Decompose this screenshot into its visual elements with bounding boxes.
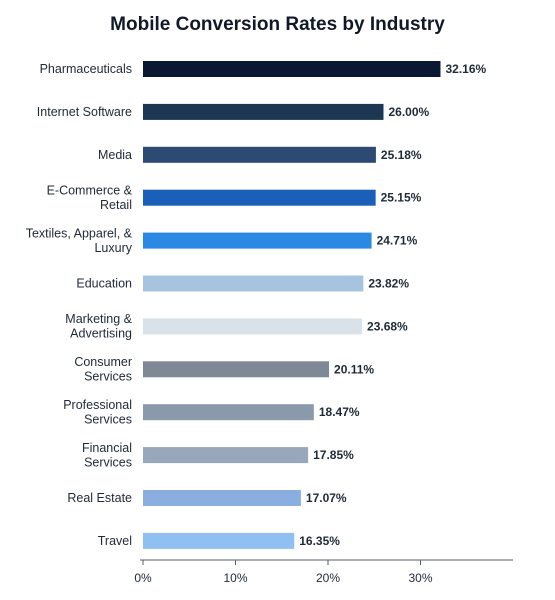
bar xyxy=(143,61,441,77)
category-label: Internet Software xyxy=(37,105,132,119)
category-label-line: Media xyxy=(98,148,132,162)
category-label: Professional Services xyxy=(63,398,132,427)
x-tick-label: 10% xyxy=(223,571,247,585)
category-label: Consumer Services xyxy=(74,355,132,384)
bar-group: 18.47% Professional Services xyxy=(63,398,360,427)
category-label-line: Services xyxy=(84,412,132,426)
x-axis: 0% 10% 20% 30% xyxy=(134,559,513,585)
category-label-line: Marketing & xyxy=(65,312,132,326)
x-tick-label: 20% xyxy=(316,571,340,585)
category-label-line: Professional xyxy=(63,398,132,412)
x-tick-label: 0% xyxy=(134,571,152,585)
category-label: E-Commerce & Retail xyxy=(47,183,133,212)
bar-group: 20.11% Consumer Services xyxy=(74,355,374,384)
category-label-line: Luxury xyxy=(94,241,132,255)
category-label: Textiles, Apparel, & Luxury xyxy=(26,226,133,255)
bar xyxy=(143,189,376,206)
category-label-line: Consumer xyxy=(74,355,132,369)
category-label-line: Pharmaceuticals xyxy=(40,62,132,76)
chart-title: Mobile Conversion Rates by Industry xyxy=(110,14,445,35)
x-tick-label: 30% xyxy=(408,571,432,585)
bar xyxy=(143,490,301,506)
bar-group: 23.68% Marketing & Advertising xyxy=(65,312,408,341)
category-label-line: Retail xyxy=(100,198,132,212)
bar xyxy=(143,318,363,335)
bar xyxy=(143,447,309,464)
bar-group: 25.15% E-Commerce & Retail xyxy=(47,183,422,212)
category-label-line: Travel xyxy=(98,534,132,548)
category-label-line: Services xyxy=(84,370,132,384)
category-label-line: Services xyxy=(84,455,132,469)
value-label: 23.82% xyxy=(368,277,409,291)
value-label: 23.68% xyxy=(367,319,408,333)
category-label-line: Real Estate xyxy=(67,491,132,505)
bar-group: 26.00% Internet Software xyxy=(37,103,430,120)
bar-group: 32.16% Pharmaceuticals xyxy=(40,61,487,77)
category-label-line: Textiles, Apparel, & xyxy=(26,226,133,240)
value-label: 16.35% xyxy=(299,534,340,548)
bar xyxy=(143,361,330,378)
bar xyxy=(143,275,364,292)
value-label: 25.18% xyxy=(381,148,422,162)
bar-group: 16.35% Travel xyxy=(98,532,340,549)
bars-layer: 32.16% Pharmaceuticals 26.00% Internet Soft… xyxy=(26,61,487,549)
bar xyxy=(143,532,295,549)
bar xyxy=(143,232,372,249)
bar-group: 17.85% Financial Services xyxy=(82,441,354,470)
value-label: 18.47% xyxy=(319,405,360,419)
bar-group: 23.82% Education xyxy=(76,275,409,292)
value-label: 24.71% xyxy=(377,234,418,248)
bar-group: 17.07% Real Estate xyxy=(67,490,347,506)
category-label: Real Estate xyxy=(67,491,132,505)
category-label: Marketing & Advertising xyxy=(65,312,132,341)
category-label: Financial Services xyxy=(82,441,132,470)
value-label: 26.00% xyxy=(389,105,430,119)
value-label: 25.15% xyxy=(381,191,422,205)
category-label-line: Education xyxy=(76,277,132,291)
category-label: Media xyxy=(98,148,132,162)
category-label-line: Financial xyxy=(82,441,132,455)
category-label-line: E-Commerce & xyxy=(47,183,133,197)
category-label: Travel xyxy=(98,534,132,548)
bar xyxy=(143,103,384,120)
bar xyxy=(143,146,376,163)
bar-group: 24.71% Textiles, Apparel, & Luxury xyxy=(26,226,418,255)
category-label: Education xyxy=(76,277,132,291)
bar-group: 25.18% Media xyxy=(98,146,422,163)
category-label-line: Internet Software xyxy=(37,105,132,119)
value-label: 32.16% xyxy=(445,62,486,76)
value-label: 20.11% xyxy=(334,362,374,376)
value-label: 17.85% xyxy=(313,448,354,462)
value-label: 17.07% xyxy=(306,491,347,505)
category-label-line: Advertising xyxy=(70,327,132,341)
category-label: Pharmaceuticals xyxy=(40,62,132,76)
bar xyxy=(143,404,314,421)
